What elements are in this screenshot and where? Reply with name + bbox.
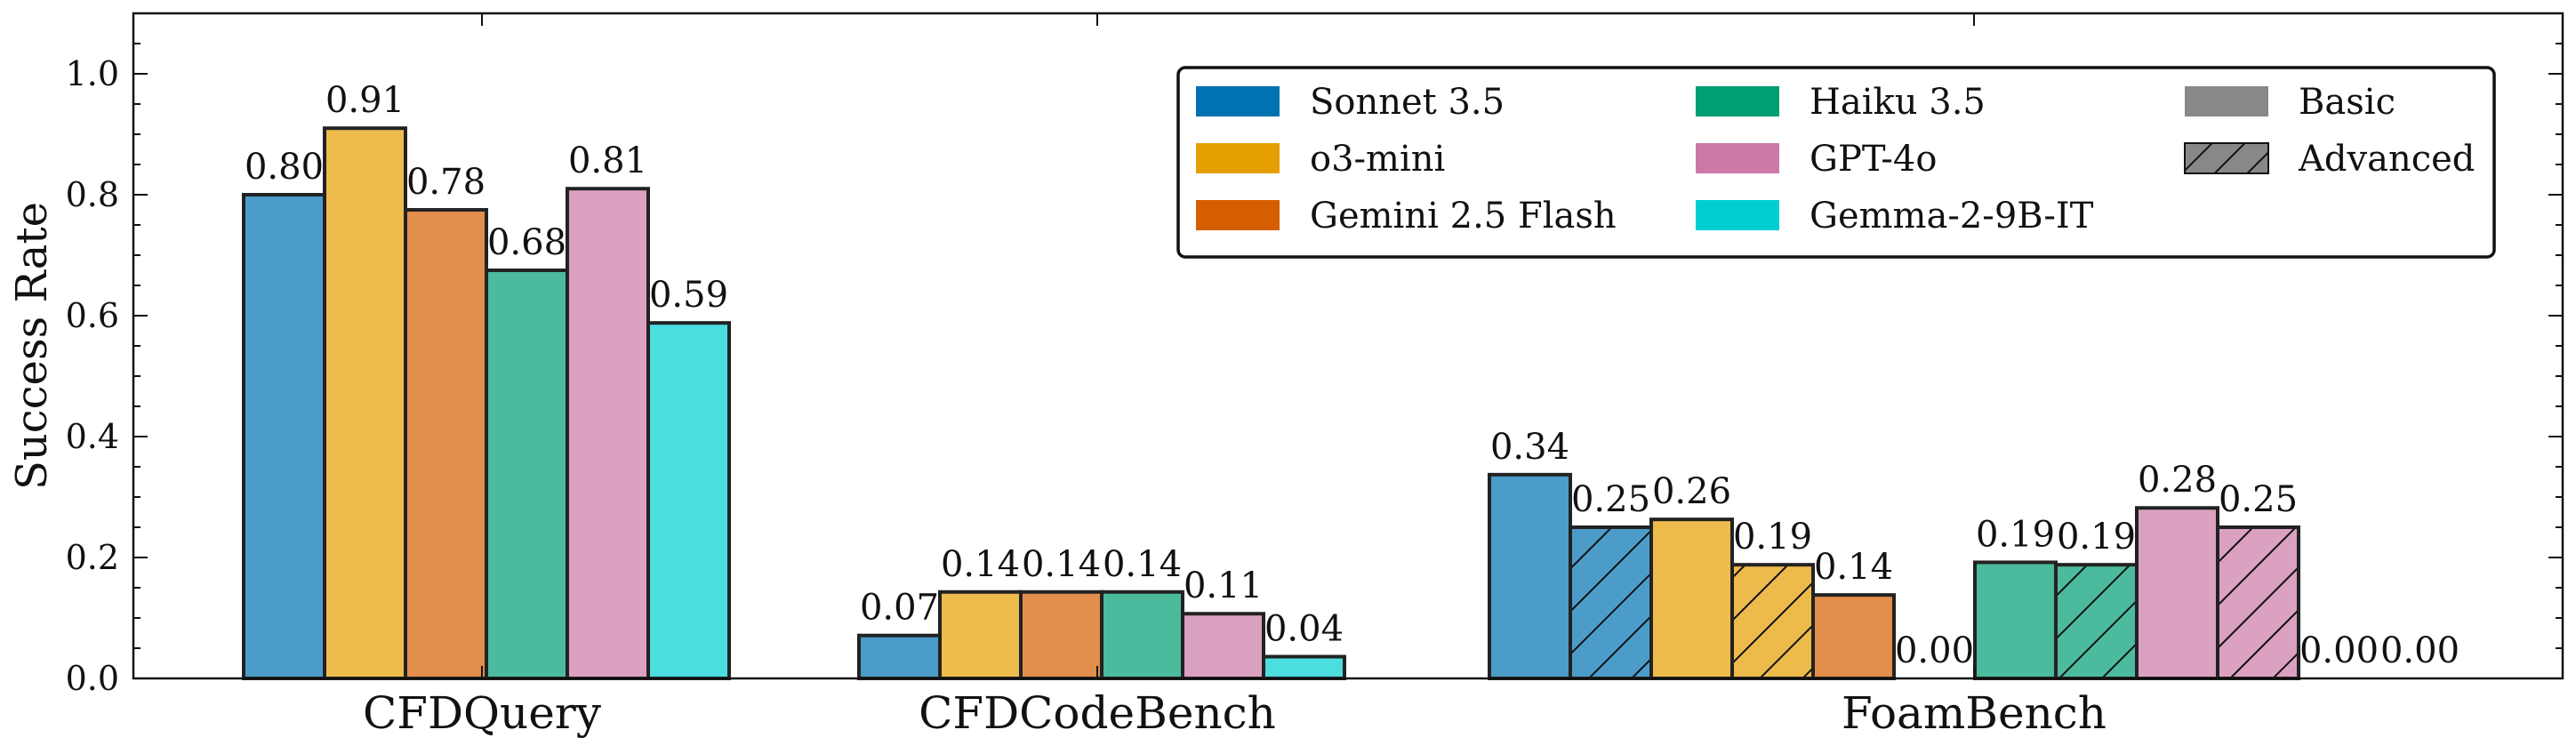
y-tick-label: 0.6: [66, 296, 119, 335]
bar-foambench-sonnet-3-5-basic: [1488, 472, 1572, 681]
data-label: 0.34: [1490, 427, 1569, 468]
data-label: 0.04: [1264, 609, 1344, 650]
bar-foambench-gpt-4o-advanced: [2216, 525, 2300, 680]
data-label: 0.25: [1571, 479, 1650, 520]
data-label: 0.19: [1976, 514, 2055, 555]
legend-swatch: [1196, 86, 1280, 116]
data-label: 0.59: [649, 275, 728, 316]
bar-foambench-sonnet-3-5-advanced: [1569, 525, 1653, 680]
legend-swatch: [1696, 86, 1779, 116]
legend: Sonnet 3.5 o3-mini Gemini 2.5 Flash Haiku 3…: [1176, 66, 2496, 259]
data-label: 0.81: [568, 140, 647, 181]
y-tick-label: 0.4: [66, 417, 119, 456]
bar-foambench-gemini-2-5-flash-basic: [1811, 593, 1896, 680]
data-label: 0.11: [1184, 566, 1263, 606]
data-label: 0.25: [2219, 479, 2298, 520]
data-label: 0.07: [860, 588, 939, 629]
x-category-label: FoamBench: [1842, 687, 2107, 739]
legend-swatch: [2185, 86, 2268, 116]
bar-cfdcodebench-o3-mini-basic: [938, 590, 1023, 681]
data-label: 0.14: [941, 544, 1020, 585]
data-label: 0.19: [2057, 517, 2136, 557]
bar-cfdcodebench-gemini-2-5-flash-basic: [1019, 590, 1103, 681]
x-category-label: CFDQuery: [363, 687, 602, 739]
bar-foambench-haiku-3-5-advanced: [2054, 563, 2139, 680]
y-tick-label: 0.8: [66, 175, 119, 214]
legend-label: Gemma-2-9B-IT: [1810, 196, 2094, 237]
y-axis-label: Success Rate: [7, 202, 57, 490]
legend-label: Basic: [2299, 82, 2395, 123]
bar-cfdquery-gemma-2-9b-it-basic: [646, 321, 731, 680]
bar-cfdquery-o3-mini-basic: [323, 126, 407, 680]
legend-swatch: [2184, 142, 2269, 174]
bar-foambench-o3-mini-basic: [1649, 517, 1734, 680]
legend-label: Haiku 3.5: [1810, 82, 1986, 123]
legend-label: GPT-4o: [1810, 139, 1937, 180]
data-label: 0.19: [1733, 517, 1812, 557]
legend-label: Sonnet 3.5: [1310, 82, 1505, 123]
legend-label: Advanced: [2298, 139, 2475, 180]
bar-cfdcodebench-gemma-2-9b-it-basic: [1262, 654, 1346, 681]
bar-cfdquery-gemini-2-5-flash-basic: [404, 208, 488, 680]
data-label: 0.14: [1022, 544, 1101, 585]
bar-cfdquery-haiku-3-5-basic: [485, 269, 569, 680]
legend-swatch: [1196, 143, 1280, 173]
data-label: 0.28: [2138, 460, 2217, 501]
data-label: 0.78: [406, 162, 486, 203]
bar-cfdcodebench-sonnet-3-5-basic: [857, 633, 942, 680]
data-label: 0.91: [325, 80, 405, 121]
bar-cfdquery-sonnet-3-5-basic: [242, 193, 326, 680]
bar-cfdquery-gpt-4o-basic: [566, 187, 650, 680]
y-tick-label: 1.0: [66, 54, 119, 93]
legend-swatch: [1196, 200, 1280, 230]
bar-foambench-haiku-3-5-basic: [1973, 560, 2058, 680]
y-tick-label: 0.2: [66, 538, 119, 577]
x-category-label: CFDCodeBench: [919, 687, 1276, 739]
data-label: 0.00: [2299, 630, 2379, 671]
data-label: 0.14: [1103, 544, 1182, 585]
data-label: 0.00: [2380, 630, 2460, 671]
bar-cfdcodebench-gpt-4o-basic: [1181, 612, 1265, 680]
data-label: 0.80: [245, 147, 324, 188]
data-label: 0.14: [1814, 547, 1893, 588]
legend-swatch: [1696, 143, 1779, 173]
bar-foambench-gpt-4o-basic: [2135, 506, 2219, 680]
bar-foambench-o3-mini-advanced: [1730, 563, 1815, 680]
data-label: 0.68: [487, 222, 566, 263]
data-label: 0.26: [1652, 471, 1731, 512]
y-tick-label: 0.0: [66, 659, 119, 698]
bar-cfdcodebench-haiku-3-5-basic: [1100, 590, 1184, 681]
data-label: 0.00: [1895, 630, 1974, 671]
legend-label: o3-mini: [1310, 139, 1445, 180]
legend-swatch: [1696, 200, 1779, 230]
legend-label: Gemini 2.5 Flash: [1310, 196, 1617, 237]
